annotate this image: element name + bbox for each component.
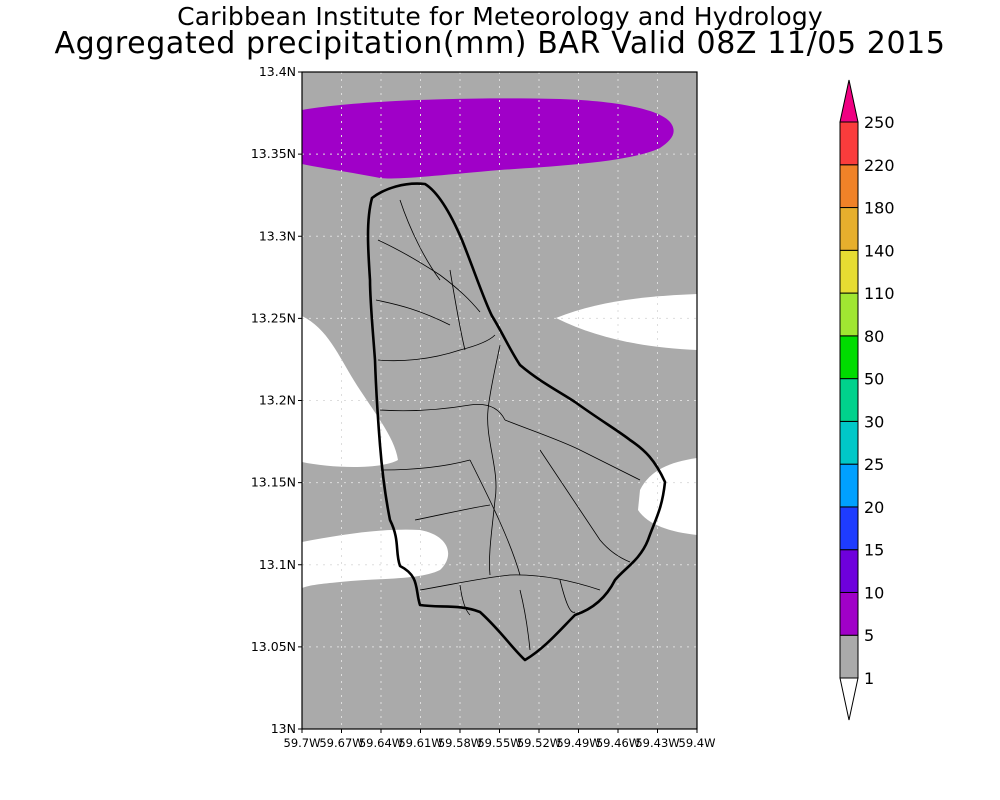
chart-title: Caribbean Institute for Meteorology and …: [177, 2, 823, 31]
colorbar-label: 80: [864, 327, 884, 346]
lat-tick-label: 13.05N: [251, 639, 296, 654]
colorbar-swatch: [839, 420, 859, 465]
lat-tick-label: 13.4N: [259, 64, 296, 79]
lon-tick-label: 59.64W: [359, 736, 403, 750]
precip-zone-below-1mm-east-north: [556, 294, 697, 350]
lon-tick-label: 59.46W: [596, 736, 640, 750]
lat-tick-label: 13.25N: [251, 310, 296, 325]
precip-zone-5-10mm: [302, 98, 674, 179]
lon-tick-label: 59.52W: [517, 736, 561, 750]
colorbar-label: 10: [864, 583, 884, 602]
lon-tick-label: 59.7W: [284, 736, 321, 750]
colorbar-swatch: [839, 591, 859, 636]
colorbar-swatch: [839, 207, 859, 251]
colorbar-label: 30: [864, 412, 884, 431]
latitude-axis: 13.4N 13.35N 13.3N 13.25N 13.2N 13.15N 13.1N 13…: [251, 64, 302, 736]
barbados-coastline: [366, 182, 667, 662]
colorbar-swatch: [839, 634, 859, 679]
colorbar-swatch: [839, 506, 859, 551]
map-gridlines: [302, 72, 697, 729]
chart-subtitle: Aggregated precipitation(mm) BAR Valid 0…: [54, 26, 946, 61]
lat-tick-label: 13.1N: [259, 557, 296, 572]
precip-zone-below-1mm-west: [302, 316, 398, 467]
colorbar-label: 50: [864, 370, 884, 389]
colorbar-label: 25: [864, 455, 884, 474]
colorbar-swatch: [839, 549, 859, 593]
colorbar-swatch: [839, 378, 859, 422]
lat-tick-label: 13.3N: [259, 228, 296, 243]
longitude-axis: 59.7W59.67W59.64W59.61W59.58W59.55W59.52…: [284, 729, 716, 750]
colorbar-label: 220: [864, 156, 895, 175]
colorbar-swatch: [839, 164, 859, 209]
colorbar-swatch: [839, 463, 859, 508]
colorbar-label: 140: [864, 241, 895, 260]
lon-tick-label: 59.55W: [477, 736, 521, 750]
colorbar-label: 180: [864, 199, 895, 218]
colorbar-swatch: [839, 292, 859, 337]
lon-tick-label: 59.4W: [679, 736, 716, 750]
colorbar-swatch: [839, 335, 859, 380]
lat-tick-label: 13N: [271, 721, 296, 736]
colorbar-label: 250: [864, 113, 895, 132]
lat-tick-label: 13.2N: [259, 393, 296, 408]
colorbar-label: 20: [864, 498, 884, 517]
lon-tick-label: 59.67W: [319, 736, 363, 750]
colorbar-label: 1: [864, 669, 874, 688]
lat-tick-label: 13.35N: [251, 146, 296, 161]
lon-tick-label: 59.49W: [556, 736, 600, 750]
colorbar-label: 15: [864, 541, 884, 560]
lon-tick-label: 59.61W: [398, 736, 442, 750]
lat-tick-label: 13.15N: [251, 475, 296, 490]
lon-tick-label: 59.58W: [438, 736, 482, 750]
colorbar-arrow-high: [839, 79, 859, 123]
colorbar-label: 110: [864, 284, 895, 303]
colorbar-swatch: [839, 121, 859, 166]
colorbar-arrow-low: [839, 677, 859, 721]
lon-tick-label: 59.43W: [635, 736, 679, 750]
precip-zone-below-1mm-east: [638, 458, 697, 535]
colorbar-swatch: [839, 249, 859, 294]
parish-boundaries: [375, 199, 641, 651]
colorbar-label: 5: [864, 626, 874, 645]
